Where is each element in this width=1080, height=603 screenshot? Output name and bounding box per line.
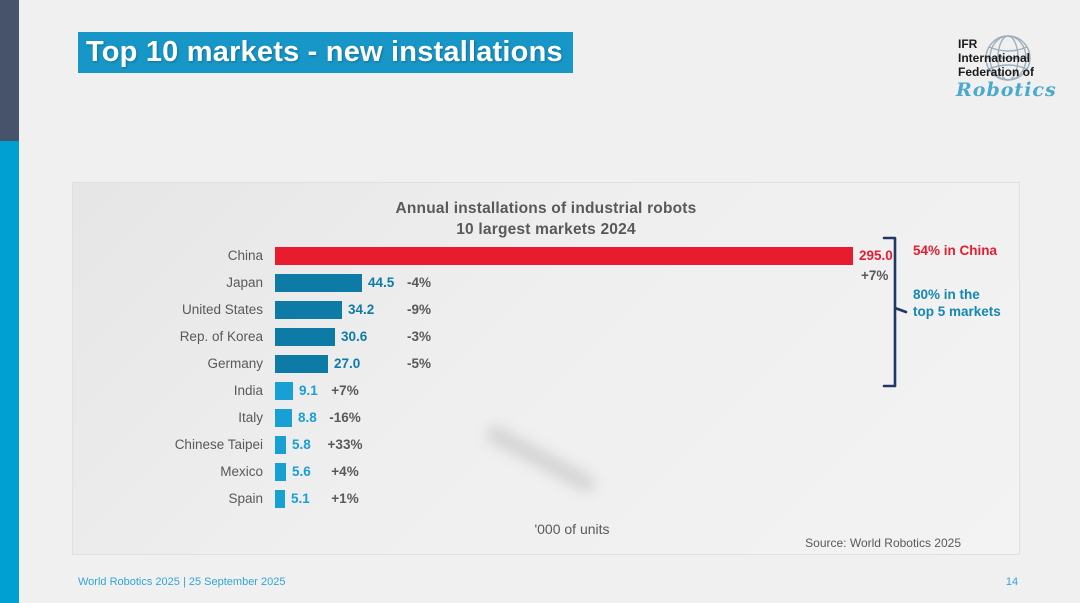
- category-label: Germany: [207, 356, 263, 371]
- chart-title: Annual installations of industrial robot…: [73, 198, 1019, 240]
- annotation-china-share: 54% in China: [913, 243, 998, 258]
- bar-segment: [275, 247, 853, 265]
- top5-bracket: [882, 236, 908, 388]
- bar-segment: [275, 274, 362, 292]
- logo-line-1: IFR: [958, 37, 978, 51]
- bar-row-italy: Italy 8.8 -16%: [73, 408, 1019, 428]
- bar-row-japan: Japan 44.5 -4%: [73, 273, 1019, 293]
- edge-accent-dark: [0, 0, 19, 141]
- bar-row-rep-of-korea: Rep. of Korea 30.6 -3%: [73, 327, 1019, 347]
- bar-row-germany: Germany 27.0 -5%: [73, 354, 1019, 374]
- annotation-top5-line-2: top 5 markets: [913, 303, 1001, 319]
- bar-segment: [275, 355, 328, 373]
- page-number: 14: [1005, 576, 1019, 588]
- pct-change-label: -16%: [329, 410, 361, 425]
- logo-robotics-script: Robotics: [956, 79, 1057, 101]
- category-label: China: [227, 248, 263, 263]
- pct-change-label: -5%: [406, 356, 431, 371]
- category-label: Italy: [238, 410, 263, 425]
- edge-accent-cyan: [0, 141, 19, 603]
- category-label: Japan: [226, 275, 263, 290]
- chart-title-line-2: 10 largest markets 2024: [456, 221, 636, 238]
- bar-segment: [275, 409, 292, 427]
- slide-title: Top 10 markets - new installations: [78, 32, 573, 73]
- bar-segment: [275, 490, 285, 508]
- value-label: 30.6: [341, 329, 368, 344]
- pct-change-label: +1%: [331, 491, 359, 506]
- category-label: Spain: [228, 491, 263, 506]
- bar-segment: [275, 301, 342, 319]
- bar-segment: [275, 328, 335, 346]
- x-axis-label: '000 of units: [534, 521, 610, 537]
- pct-change-label: +7%: [861, 268, 889, 283]
- category-label: Rep. of Korea: [179, 329, 263, 344]
- footer-text: World Robotics 2025 | 25 September 2025: [78, 576, 286, 588]
- ifr-logo: IFR International Federation of Robotics: [952, 33, 1072, 111]
- chart-title-line-1: Annual installations of industrial robot…: [395, 200, 697, 217]
- bar-segment: [275, 382, 293, 400]
- pct-change-label: -3%: [406, 329, 431, 344]
- bar-segment: [275, 463, 286, 481]
- pct-change-label: +4%: [331, 464, 359, 479]
- bar-row-india: India 9.1 +7%: [73, 381, 1019, 401]
- pct-change-label: -9%: [406, 302, 431, 317]
- value-label: 5.1: [291, 491, 310, 506]
- category-label: Chinese Taipei: [174, 437, 263, 452]
- bar-segment: [275, 436, 286, 454]
- value-label: 8.8: [298, 410, 317, 425]
- bar-row-chinese-taipei: Chinese Taipei 5.8 +33%: [73, 435, 1019, 455]
- globe-icon: [985, 35, 1031, 81]
- bar-row-china: China 295.0 +7%: [73, 246, 1019, 283]
- bar-row-mexico: Mexico 5.6 +4%: [73, 462, 1019, 482]
- annotation-top5-share: 80% in the top 5 markets: [913, 287, 1001, 320]
- pct-change-label: -4%: [406, 275, 431, 290]
- value-label: 295.0: [859, 248, 893, 263]
- value-label: 34.2: [348, 302, 375, 317]
- category-label: Mexico: [220, 464, 263, 479]
- bar-row-spain: Spain 5.1 +1%: [73, 489, 1019, 509]
- pct-change-label: +7%: [331, 383, 359, 398]
- logo-line-3: Federation of: [958, 65, 1035, 79]
- logo-text: IFR International Federation of: [958, 37, 1034, 79]
- value-label: 27.0: [334, 356, 361, 371]
- value-label: 9.1: [299, 383, 318, 398]
- value-label: 44.5: [368, 275, 395, 290]
- value-label: 5.8: [292, 437, 311, 452]
- chart-panel: Annual installations of industrial robot…: [72, 182, 1020, 555]
- category-label: United States: [181, 302, 263, 317]
- category-label: India: [233, 383, 263, 398]
- bar-row-united-states: United States 34.2 -9%: [73, 300, 1019, 320]
- logo-line-2: International: [958, 51, 1031, 65]
- value-label: 5.6: [292, 464, 311, 479]
- annotation-top5-line-1: 80% in the: [913, 287, 980, 302]
- source-note: Source: World Robotics 2025: [805, 536, 961, 550]
- pct-change-label: +33%: [327, 437, 363, 452]
